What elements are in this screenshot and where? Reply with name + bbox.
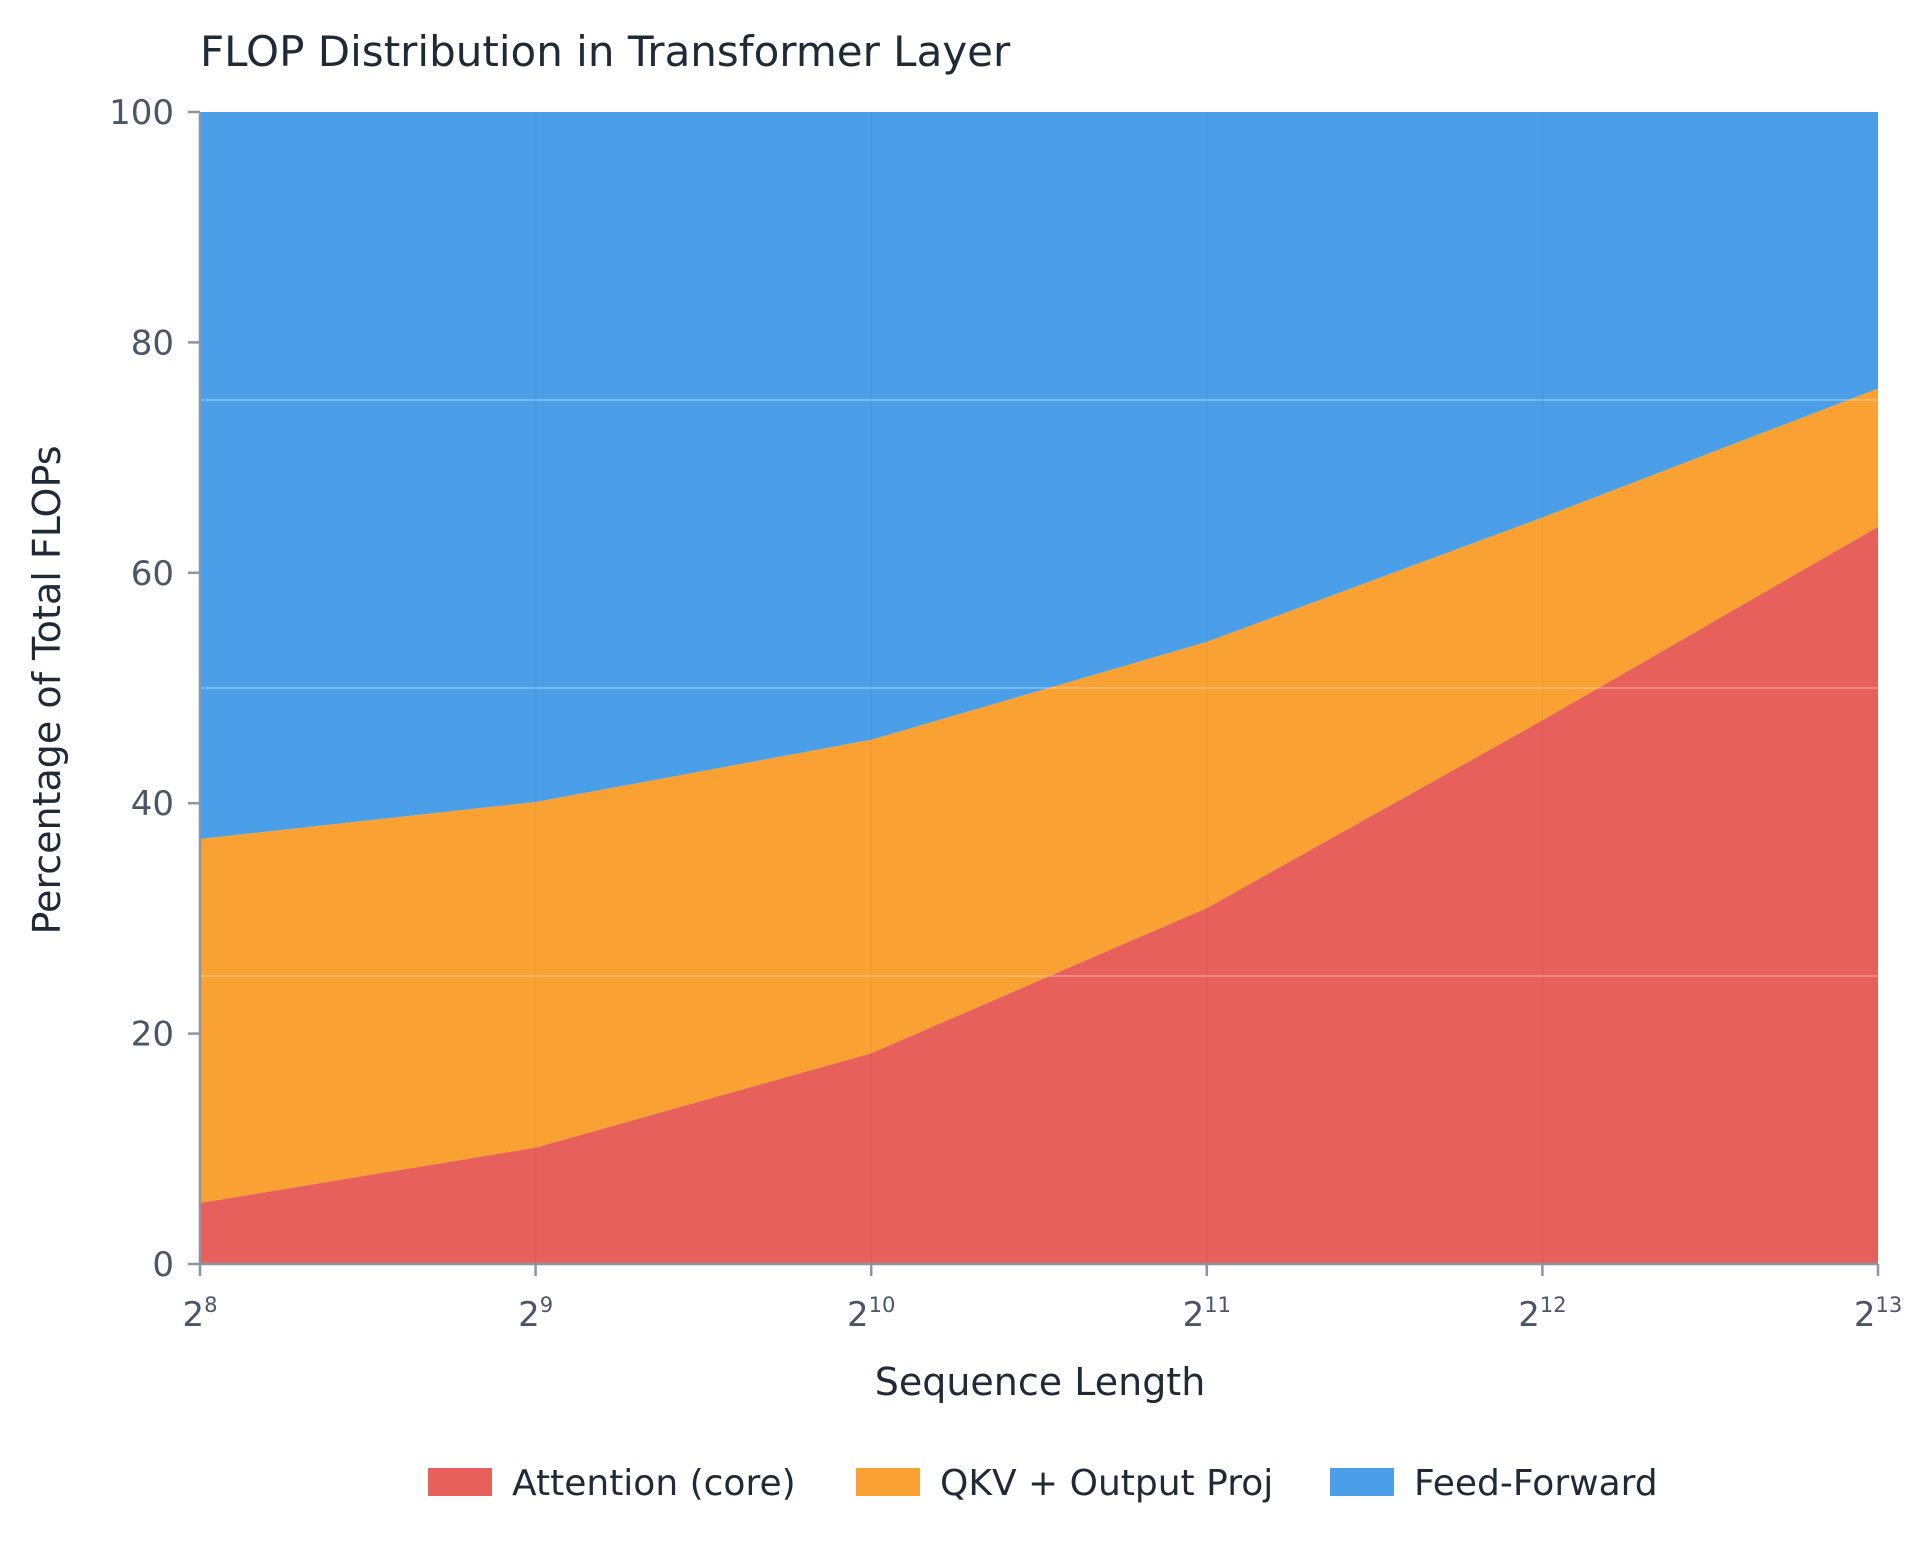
y-tick-label: 0	[152, 1245, 174, 1285]
y-tick-label: 100	[109, 93, 174, 133]
x-tick-label: 210	[847, 1293, 895, 1335]
x-tick-label: 28	[182, 1293, 217, 1335]
legend-label-1: Attention (core)	[512, 1463, 796, 1504]
plot-areas	[200, 112, 1878, 1264]
chart-title: FLOP Distribution in Transformer Layer	[200, 27, 1011, 76]
legend-swatch-3	[1330, 1468, 1394, 1496]
area-series-3	[200, 112, 1878, 839]
gridlines	[200, 112, 1878, 1264]
area-series-2	[200, 388, 1878, 1203]
x-tick-label: 212	[1518, 1293, 1566, 1335]
axes	[198, 112, 1878, 1266]
y-axis-title: Percentage of Total FLOPs	[25, 445, 69, 934]
x-axis-title: Sequence Length	[875, 1360, 1206, 1404]
y-tick-label: 40	[131, 784, 174, 824]
legend-swatch-2	[856, 1468, 920, 1496]
area-series-1	[200, 526, 1878, 1264]
y-tick-label: 20	[131, 1015, 174, 1055]
y-tick-label: 80	[131, 323, 174, 363]
y-tick-label: 60	[131, 554, 174, 594]
x-ticks: 28 29 210 211 212 213	[182, 1264, 1902, 1335]
legend-label-2: QKV + Output Proj	[940, 1463, 1273, 1504]
x-tick-label: 211	[1183, 1293, 1231, 1335]
legend-label-3: Feed-Forward	[1414, 1463, 1658, 1504]
x-tick-label: 213	[1854, 1293, 1902, 1335]
x-tick-label: 29	[518, 1293, 553, 1335]
legend-swatch-1	[428, 1468, 492, 1496]
y-ticks: 0 20 40 60 80 100	[109, 93, 200, 1285]
legend: Attention (core) QKV + Output Proj Feed-Fo…	[428, 1463, 1658, 1504]
